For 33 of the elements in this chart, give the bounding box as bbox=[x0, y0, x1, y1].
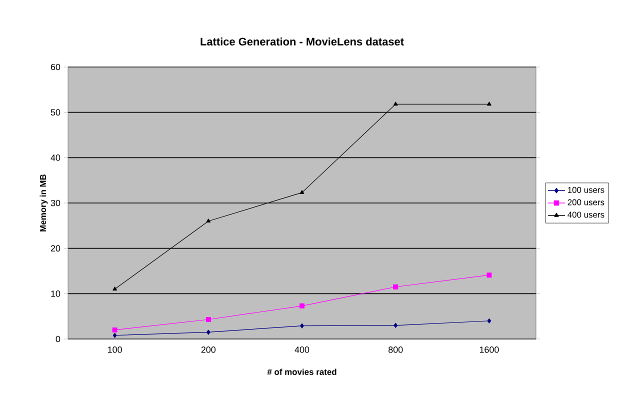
point bbox=[112, 332, 117, 338]
point bbox=[300, 190, 304, 194]
point bbox=[394, 322, 398, 328]
point bbox=[112, 327, 118, 332]
y-tick-label: 30 bbox=[50, 200, 60, 206]
point bbox=[300, 303, 304, 308]
x-tick-label: 400 bbox=[294, 346, 310, 353]
y-tick-label: 50 bbox=[50, 109, 60, 116]
point bbox=[393, 284, 398, 290]
y-axis-title: Memory in MB bbox=[40, 174, 48, 232]
point bbox=[112, 286, 118, 291]
point bbox=[486, 272, 492, 278]
y-tick-label: 0 bbox=[56, 336, 60, 342]
point bbox=[206, 218, 211, 223]
y-tick-label: 40 bbox=[50, 154, 60, 161]
point bbox=[206, 317, 211, 322]
legend-label: 100 users bbox=[568, 186, 604, 193]
x-tick-label: 100 bbox=[108, 346, 122, 353]
y-tick-label: 20 bbox=[50, 245, 60, 252]
x-axis-title: # of movies rated bbox=[267, 368, 336, 375]
point bbox=[393, 102, 398, 106]
legend-label: 400 users bbox=[568, 212, 604, 218]
chart-title: Lattice Generation - MovieLens dataset bbox=[200, 37, 404, 46]
x-tick-label: 200 bbox=[201, 346, 216, 353]
y-tick-label: 60 bbox=[50, 64, 60, 70]
x-tick-label: 800 bbox=[388, 346, 403, 353]
point bbox=[487, 318, 492, 324]
y-tick-label: 10 bbox=[51, 290, 60, 297]
point bbox=[300, 323, 304, 328]
x-tick-label: 1600 bbox=[480, 346, 499, 353]
legend-label: 200 users bbox=[568, 199, 604, 206]
point bbox=[487, 102, 492, 106]
point bbox=[206, 330, 210, 335]
